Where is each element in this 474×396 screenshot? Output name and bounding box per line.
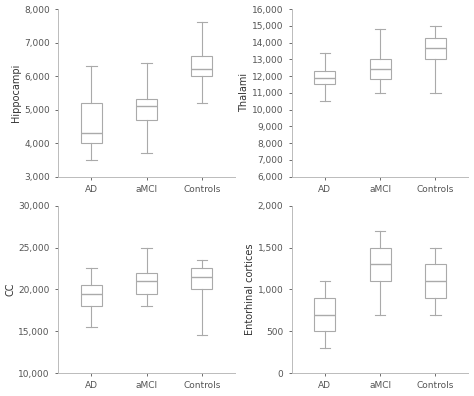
PathPatch shape [370, 59, 391, 79]
PathPatch shape [370, 248, 391, 281]
Y-axis label: Thalami: Thalami [239, 73, 249, 112]
PathPatch shape [136, 99, 157, 120]
PathPatch shape [191, 268, 212, 289]
PathPatch shape [425, 264, 446, 298]
Y-axis label: Hippocampi: Hippocampi [11, 64, 21, 122]
PathPatch shape [81, 285, 102, 306]
Y-axis label: CC: CC [6, 283, 16, 296]
PathPatch shape [191, 56, 212, 76]
PathPatch shape [81, 103, 102, 143]
PathPatch shape [314, 71, 335, 84]
Y-axis label: Entorhinal cortices: Entorhinal cortices [245, 244, 255, 335]
PathPatch shape [314, 298, 335, 331]
PathPatch shape [425, 38, 446, 59]
PathPatch shape [136, 272, 157, 293]
